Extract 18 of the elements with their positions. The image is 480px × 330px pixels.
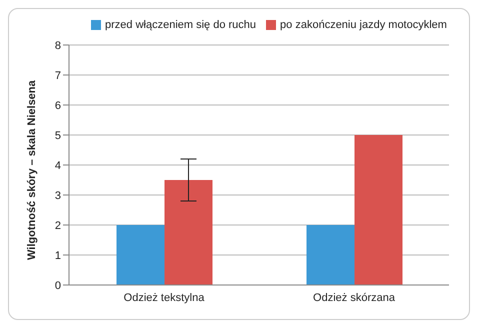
y-tick-label: 0 [54,280,61,292]
y-tick-label: 3 [54,190,61,202]
y-tick-label: 2 [54,220,61,232]
y-axis-title: Wilgotność skóry – skala Nielsena [26,79,38,260]
bar [354,135,402,285]
y-tick-label: 7 [54,70,61,82]
bar [306,225,354,285]
bar [164,180,212,285]
y-tick-label: 8 [54,40,61,52]
y-tick-label: 5 [54,130,61,142]
y-tick-label: 1 [54,250,61,262]
legend-label: przed włączeniem się do ruchu [105,19,256,31]
x-tick-label: Odzież tekstylna [124,292,206,304]
legend-label: po zakończeniu jazdy motocyklem [280,19,447,31]
y-tick-label: 4 [54,160,61,172]
y-tick-label: 6 [54,100,61,112]
bar [116,225,164,285]
x-tick-label: Odzież skórzana [313,292,396,304]
